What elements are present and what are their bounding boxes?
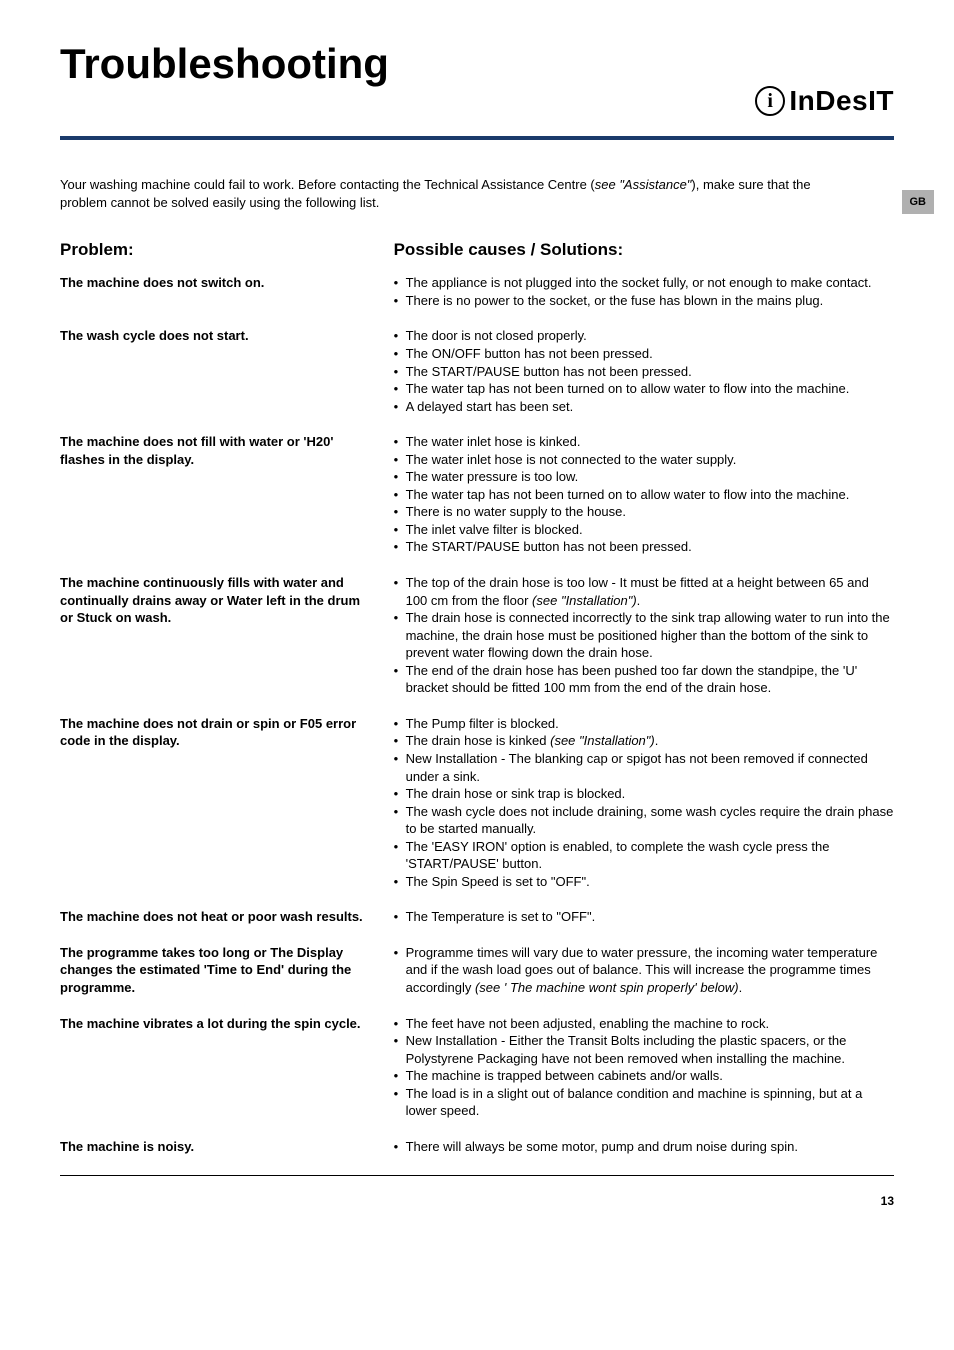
solution-item: Programme times will vary due to water p…	[394, 944, 894, 997]
solution-item: The inlet valve filter is blocked.	[394, 521, 894, 539]
solution-item: There is no power to the socket, or the …	[394, 292, 894, 310]
solution-item: The drain hose is connected incorrectly …	[394, 609, 894, 662]
problem-text: The machine does not fill with water or …	[60, 433, 394, 556]
solution-list: The water inlet hose is kinked.The water…	[394, 433, 894, 556]
solution-list: There will always be some motor, pump an…	[394, 1138, 894, 1156]
solution-list: Programme times will vary due to water p…	[394, 944, 894, 997]
solution-item: The water pressure is too low.	[394, 468, 894, 486]
solution-item: The water inlet hose is kinked.	[394, 433, 894, 451]
solution-item: The top of the drain hose is too low - I…	[394, 574, 894, 609]
solution-item: The Spin Speed is set to "OFF".	[394, 873, 894, 891]
troubleshoot-row: The machine does not fill with water or …	[60, 433, 894, 556]
solution-item: The Pump filter is blocked.	[394, 715, 894, 733]
problem-text: The machine vibrates a lot during the sp…	[60, 1015, 394, 1120]
solution-item: The machine is trapped between cabinets …	[394, 1067, 894, 1085]
solution-list: The Pump filter is blocked.The drain hos…	[394, 715, 894, 890]
language-tab: GB	[902, 190, 935, 214]
page-number: 13	[60, 1194, 894, 1208]
solution-item: The end of the drain hose has been pushe…	[394, 662, 894, 697]
solution-list: The appliance is not plugged into the so…	[394, 274, 894, 309]
solution-item: The ON/OFF button has not been pressed.	[394, 345, 894, 363]
problem-text: The wash cycle does not start.	[60, 327, 394, 415]
solution-list: The Temperature is set to "OFF".	[394, 908, 894, 926]
troubleshoot-row: The programme takes too long or The Disp…	[60, 944, 894, 997]
solution-item: The appliance is not plugged into the so…	[394, 274, 894, 292]
solution-item: There is no water supply to the house.	[394, 503, 894, 521]
problem-text: The machine continuously fills with wate…	[60, 574, 394, 697]
problem-text: The machine does not switch on.	[60, 274, 394, 309]
solution-item: The feet have not been adjusted, enablin…	[394, 1015, 894, 1033]
problem-text: The machine does not heat or poor wash r…	[60, 908, 394, 926]
troubleshoot-row: The machine does not drain or spin or F0…	[60, 715, 894, 890]
troubleshoot-row: The machine does not switch on.The appli…	[60, 274, 894, 309]
solution-item: The water inlet hose is not connected to…	[394, 451, 894, 469]
header-rule	[60, 136, 894, 140]
info-icon: i	[755, 86, 785, 116]
solution-item: The START/PAUSE button has not been pres…	[394, 538, 894, 556]
solution-item: New Installation - The blanking cap or s…	[394, 750, 894, 785]
problem-text: The machine does not drain or spin or F0…	[60, 715, 394, 890]
solution-item: The START/PAUSE button has not been pres…	[394, 363, 894, 381]
problem-text: The machine is noisy.	[60, 1138, 394, 1156]
solution-list: The door is not closed properly.The ON/O…	[394, 327, 894, 415]
solution-item: New Installation - Either the Transit Bo…	[394, 1032, 894, 1067]
solution-list: The top of the drain hose is too low - I…	[394, 574, 894, 697]
solution-item: The load is in a slight out of balance c…	[394, 1085, 894, 1120]
intro-text: Your washing machine could fail to work.…	[60, 176, 827, 212]
solution-item: The door is not closed properly.	[394, 327, 894, 345]
solution-item: The drain hose or sink trap is blocked.	[394, 785, 894, 803]
solution-item: The water tap has not been turned on to …	[394, 380, 894, 398]
troubleshoot-row: The machine does not heat or poor wash r…	[60, 908, 894, 926]
brand-logo: i InDesIT	[755, 85, 894, 117]
column-headers: Problem: Possible causes / Solutions:	[60, 240, 894, 260]
solution-item: The drain hose is kinked (see "Installat…	[394, 732, 894, 750]
troubleshoot-row: The machine is noisy.There will always b…	[60, 1138, 894, 1156]
brand-text: InDesIT	[789, 85, 894, 117]
problem-text: The programme takes too long or The Disp…	[60, 944, 394, 997]
troubleshoot-row: The machine vibrates a lot during the sp…	[60, 1015, 894, 1120]
troubleshoot-row: The wash cycle does not start.The door i…	[60, 327, 894, 415]
troubleshoot-row: The machine continuously fills with wate…	[60, 574, 894, 697]
solution-header: Possible causes / Solutions:	[394, 240, 894, 260]
solution-item: There will always be some motor, pump an…	[394, 1138, 894, 1156]
solution-list: The feet have not been adjusted, enablin…	[394, 1015, 894, 1120]
page-title: Troubleshooting	[60, 40, 894, 88]
solution-item: The water tap has not been turned on to …	[394, 486, 894, 504]
solution-item: The 'EASY IRON' option is enabled, to co…	[394, 838, 894, 873]
solution-item: The wash cycle does not include draining…	[394, 803, 894, 838]
footer-rule	[60, 1175, 894, 1176]
solution-item: The Temperature is set to "OFF".	[394, 908, 894, 926]
problem-header: Problem:	[60, 240, 394, 260]
solution-item: A delayed start has been set.	[394, 398, 894, 416]
